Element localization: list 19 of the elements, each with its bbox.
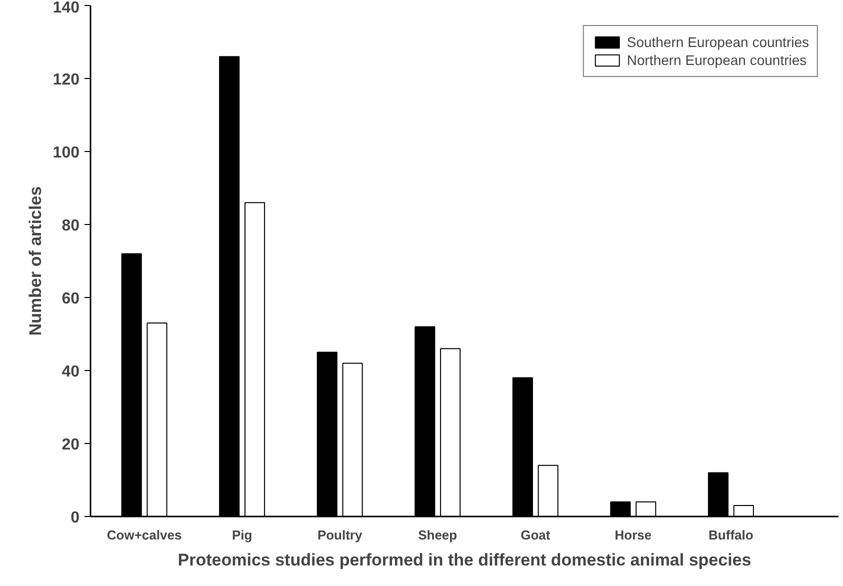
y-tick-label: 80: [62, 218, 80, 234]
y-axis-title: Number of articles: [26, 186, 45, 336]
x-tick-label: Cow+calves: [106, 528, 182, 542]
y-tick-label: 20: [62, 436, 80, 454]
legend-label: Northern European countries: [626, 52, 807, 68]
y-tick-label: 100: [52, 144, 80, 162]
x-axis-title: Proteomics studies performed in the different domestic animal species: [178, 550, 752, 570]
x-tick-label: Poultry: [317, 528, 363, 542]
x-tick-label: Horse: [614, 528, 652, 542]
y-tick-label: 60: [62, 290, 80, 308]
x-tick-label: Goat: [520, 528, 551, 542]
x-tick-label: Pig: [232, 528, 252, 542]
legend-label: Southern European countries: [626, 34, 809, 50]
y-tick-label: 140: [52, 0, 80, 16]
y-tick-label: 120: [52, 72, 80, 88]
x-tick-label: Sheep: [418, 528, 458, 542]
x-tick-label: Buffalo: [708, 528, 754, 542]
y-tick-label: 40: [62, 364, 80, 380]
y-tick-label: 0: [70, 510, 80, 526]
